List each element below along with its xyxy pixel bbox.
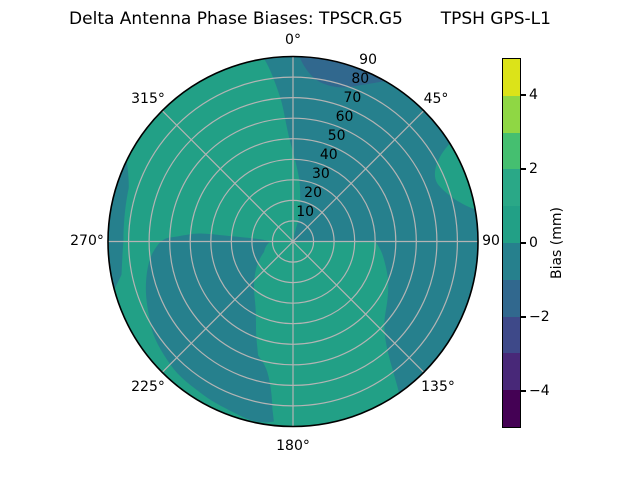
theta-tick-label-90: 90 [482, 232, 500, 249]
colorbar-band-7 [503, 316, 520, 354]
colorbar-band-3 [503, 169, 520, 207]
colorbar-band-6 [503, 279, 520, 317]
contour-region-right-rim-light-sliver [434, 143, 476, 210]
colorbar-band-5 [503, 242, 520, 280]
colorbar-band-0 [503, 59, 520, 96]
colorbar-tick-label--4: −4 [529, 383, 550, 399]
contour-region-left-blob-band-neg1-0 [145, 233, 274, 423]
contour-region-top-right-band-neg1-0 [264, 56, 478, 394]
colorbar-tick-mark-4 [521, 94, 526, 96]
theta-tick-label-135: 135° [421, 379, 455, 395]
colorbar-tick-mark--4 [521, 390, 526, 392]
colorbar-tick-mark-2 [521, 168, 526, 170]
colorbar-band-8 [503, 353, 520, 391]
theta-tick-label-0: 0° [285, 32, 301, 48]
r-tick-label-50: 50 [327, 128, 346, 145]
theta-tick-label-45: 45° [423, 91, 449, 107]
contour-region-left-rim-sliver-band-neg1-0 [108, 160, 129, 290]
colorbar-tick-mark-0 [521, 242, 526, 244]
colorbar-tick-label--2: −2 [529, 309, 550, 325]
r-tick-label-30: 30 [311, 166, 330, 183]
theta-tick-label-315: 315° [131, 91, 165, 107]
theta-tick-label-225: 225° [131, 379, 165, 395]
r-tick-label-90: 90 [359, 52, 378, 69]
theta-tick-label-180: 180° [276, 438, 310, 454]
r-tick-label-10: 10 [296, 204, 315, 221]
colorbar-tick-mark--2 [521, 316, 526, 318]
r-tick-label-40: 40 [319, 147, 338, 164]
r-tick-label-60: 60 [335, 109, 354, 126]
colorbar-tick-label-2: 2 [529, 161, 538, 177]
colorbar [502, 58, 521, 428]
polar-grid [108, 56, 478, 427]
colorbar-band-4 [503, 206, 520, 243]
r-tick-label-70: 70 [343, 90, 362, 107]
colorbar-band-2 [503, 132, 520, 170]
chart-title: Delta Antenna Phase Biases: TPSCR.G5 TPS… [69, 9, 551, 29]
r-tick-label-80: 80 [351, 71, 370, 88]
colorbar-axis-label: Bias (mm) [549, 206, 565, 280]
colorbar-tick-label-4: 4 [529, 87, 538, 103]
colorbar-tick-label-0: 0 [529, 235, 538, 251]
r-tick-label-20: 20 [304, 185, 323, 202]
polar-spine [107, 55, 479, 428]
theta-tick-label-270: 270° [70, 232, 104, 249]
colorbar-band-9 [503, 390, 520, 427]
colorbar-band-1 [503, 95, 520, 133]
